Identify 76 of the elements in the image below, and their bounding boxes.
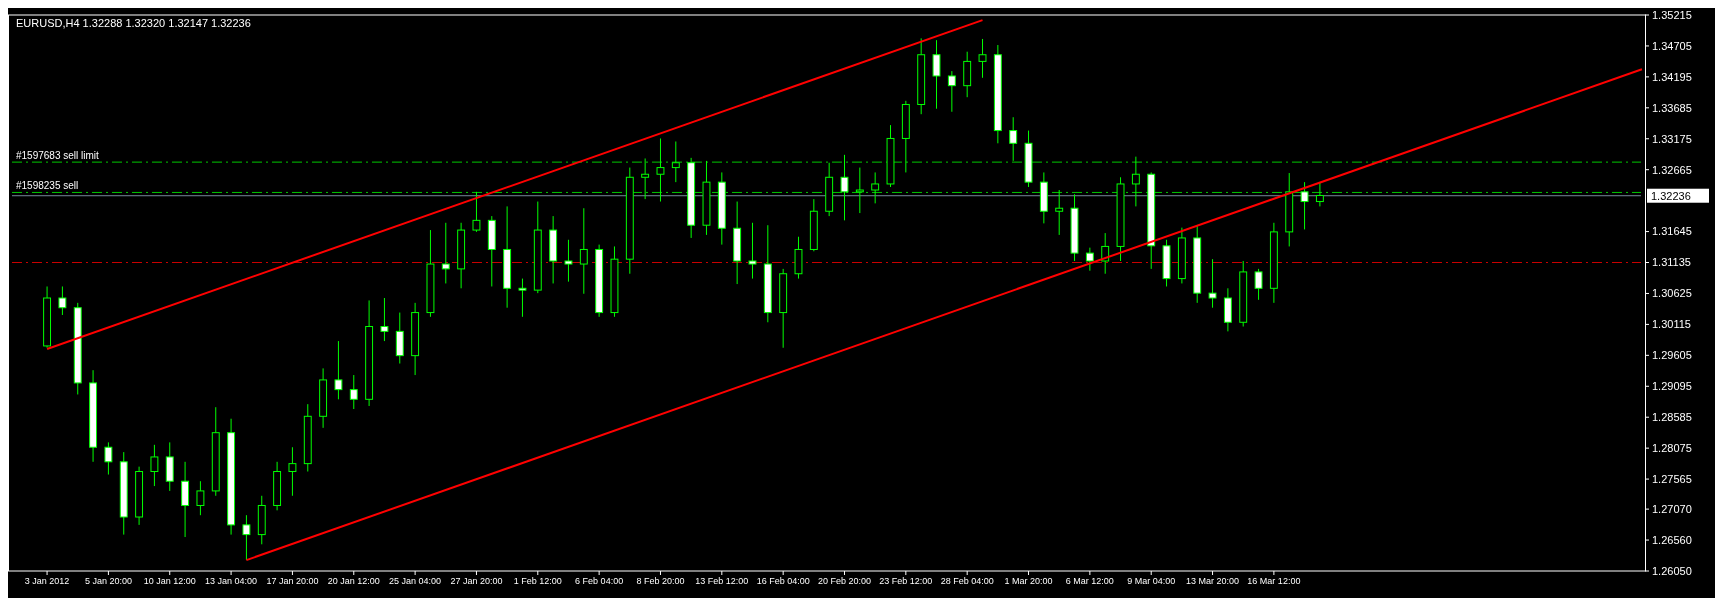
candlestick — [641, 157, 650, 200]
y-tick-label: 1.29605 — [1652, 349, 1692, 362]
candlestick — [855, 167, 864, 214]
x-tick-label: 20 Jan 12:00 — [327, 576, 380, 586]
x-tick-label: 10 Jan 12:00 — [143, 576, 196, 586]
candlestick — [441, 222, 450, 284]
ref-line-label: 1.32236 — [1651, 189, 1691, 202]
y-tick-label: 1.28075 — [1652, 442, 1692, 454]
x-tick-label: 27 Jan 20:00 — [450, 576, 503, 586]
y-tick-label: 1.26050 — [1652, 564, 1692, 577]
y-tick-label: 1.30625 — [1652, 287, 1692, 300]
x-tick-label: 1 Mar 20:00 — [1004, 576, 1053, 586]
ref-line-label: #1598235 sell — [16, 180, 79, 192]
candlestick — [1055, 189, 1064, 236]
candlestick — [288, 446, 297, 497]
candlestick — [196, 480, 205, 516]
x-tick-label: 17 Jan 20:00 — [266, 576, 319, 586]
y-tick-label: 1.33685 — [1652, 101, 1692, 114]
candlestick — [242, 514, 251, 561]
x-tick-label: 3 Jan 2012 — [24, 576, 70, 586]
candlestick — [579, 207, 588, 295]
y-tick-label: 1.27565 — [1652, 472, 1692, 485]
candlestick — [840, 154, 849, 221]
y-tick-label: 1.33175 — [1652, 132, 1692, 145]
candlestick — [1300, 181, 1309, 230]
x-tick-label: 20 Feb 20:00 — [817, 576, 872, 586]
candlestick — [1208, 258, 1217, 309]
y-tick-label: 1.31645 — [1652, 225, 1692, 238]
candlestick — [58, 285, 67, 316]
ref-line-label: #1597683 sell limit — [16, 150, 100, 162]
candlestick — [472, 191, 481, 233]
x-tick-label: 9 Mar 04:00 — [1127, 576, 1176, 586]
y-tick-label: 1.28585 — [1652, 411, 1692, 424]
x-tick-label: 8 Feb 20:00 — [636, 576, 685, 586]
y-tick-label: 1.32665 — [1652, 163, 1692, 176]
x-tick-label: 25 Jan 04:00 — [389, 576, 442, 586]
x-tick-label: 28 Feb 04:00 — [940, 576, 994, 586]
y-tick-label: 1.31135 — [1652, 256, 1691, 269]
x-tick-label: 23 Feb 12:00 — [879, 576, 933, 586]
y-tick-label: 1.30115 — [1652, 318, 1691, 331]
candlestick — [1009, 116, 1018, 162]
x-tick-label: 13 Mar 20:00 — [1186, 576, 1240, 586]
x-tick-label: 16 Feb 04:00 — [756, 576, 810, 586]
x-tick-label: 6 Feb 04:00 — [575, 576, 624, 586]
candlestick — [564, 239, 573, 283]
x-tick-label: 16 Mar 12:00 — [1247, 576, 1301, 586]
candlestick — [1254, 268, 1263, 301]
candlestick — [1085, 247, 1094, 272]
y-tick-label: 1.35215 — [1652, 8, 1692, 21]
x-tick-label: 13 Jan 04:00 — [205, 576, 258, 586]
candlestick — [871, 171, 880, 204]
candlestick — [978, 38, 987, 79]
candlestick — [380, 297, 389, 342]
candlestick — [1131, 156, 1140, 207]
y-tick-label: 1.34195 — [1652, 70, 1692, 83]
candlestick — [656, 137, 665, 203]
candlestick — [1315, 181, 1324, 207]
chart-title: EURUSD,H4 1.32288 1.32320 1.32147 1.32236 — [16, 17, 251, 29]
candlestick — [932, 39, 941, 110]
y-tick-label: 1.29095 — [1652, 380, 1692, 393]
x-tick-label: 13 Feb 12:00 — [695, 576, 749, 586]
candlestick — [518, 278, 527, 318]
y-tick-label: 1.26560 — [1652, 533, 1692, 546]
candlestick — [104, 441, 113, 476]
candlestick — [150, 444, 159, 487]
candlestick — [334, 340, 343, 400]
candlestick — [671, 140, 680, 183]
y-tick-label: 1.34705 — [1652, 39, 1692, 52]
x-tick-label: 1 Feb 12:00 — [513, 576, 562, 586]
candlestick — [1101, 232, 1110, 275]
x-tick-label: 6 Mar 12:00 — [1065, 576, 1114, 586]
candlestick — [748, 222, 757, 280]
y-tick-label: 1.27070 — [1652, 502, 1692, 515]
x-tick-label: 5 Jan 20:00 — [84, 576, 132, 586]
candlestick — [947, 70, 956, 113]
candlestick — [349, 374, 358, 410]
